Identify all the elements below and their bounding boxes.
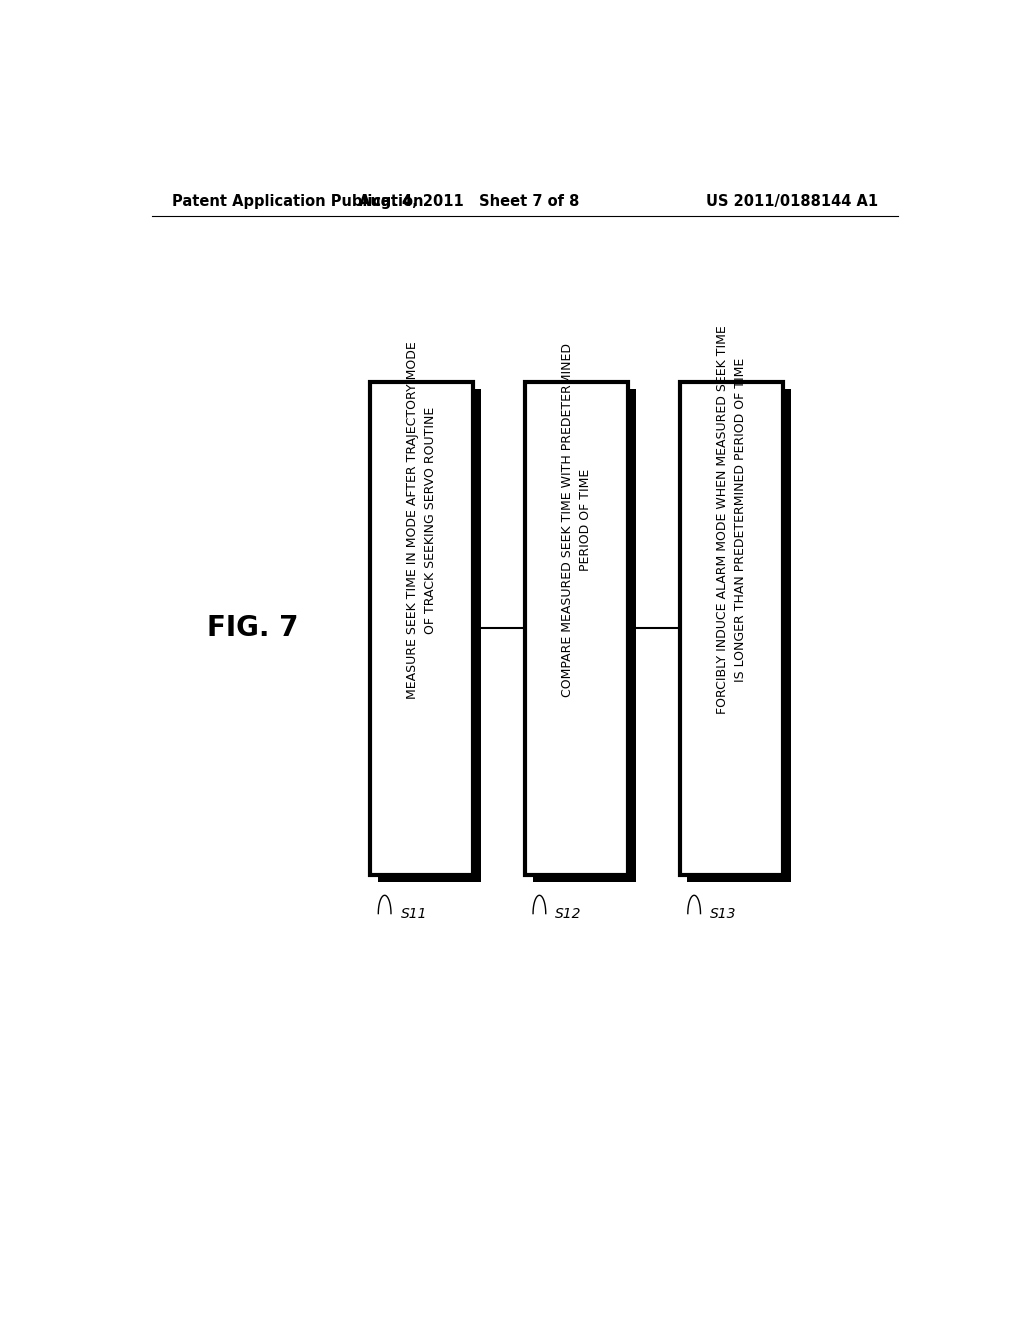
Text: S12: S12: [555, 907, 582, 920]
Text: MEASURE SEEK TIME IN MODE AFTER TRAJECTORY MODE
OF TRACK SEEKING SERVO ROUTINE: MEASURE SEEK TIME IN MODE AFTER TRAJECTO…: [407, 341, 437, 698]
Text: S13: S13: [710, 907, 736, 920]
Text: Patent Application Publication: Patent Application Publication: [172, 194, 423, 209]
FancyBboxPatch shape: [687, 389, 791, 882]
Text: FORCIBLY INDUCE ALARM MODE WHEN MEASURED SEEK TIME
IS LONGER THAN PREDETERMINED : FORCIBLY INDUCE ALARM MODE WHEN MEASURED…: [716, 326, 746, 714]
Text: COMPARE MEASURED SEEK TIME WITH PREDETERMINED
PERIOD OF TIME: COMPARE MEASURED SEEK TIME WITH PREDETER…: [561, 343, 592, 697]
FancyBboxPatch shape: [532, 389, 636, 882]
Text: FIG. 7: FIG. 7: [207, 615, 299, 643]
FancyBboxPatch shape: [370, 381, 473, 875]
Text: Aug. 4, 2011   Sheet 7 of 8: Aug. 4, 2011 Sheet 7 of 8: [359, 194, 580, 209]
FancyBboxPatch shape: [378, 389, 481, 882]
FancyBboxPatch shape: [680, 381, 782, 875]
Text: US 2011/0188144 A1: US 2011/0188144 A1: [706, 194, 878, 209]
FancyBboxPatch shape: [524, 381, 628, 875]
Text: S11: S11: [400, 907, 427, 920]
